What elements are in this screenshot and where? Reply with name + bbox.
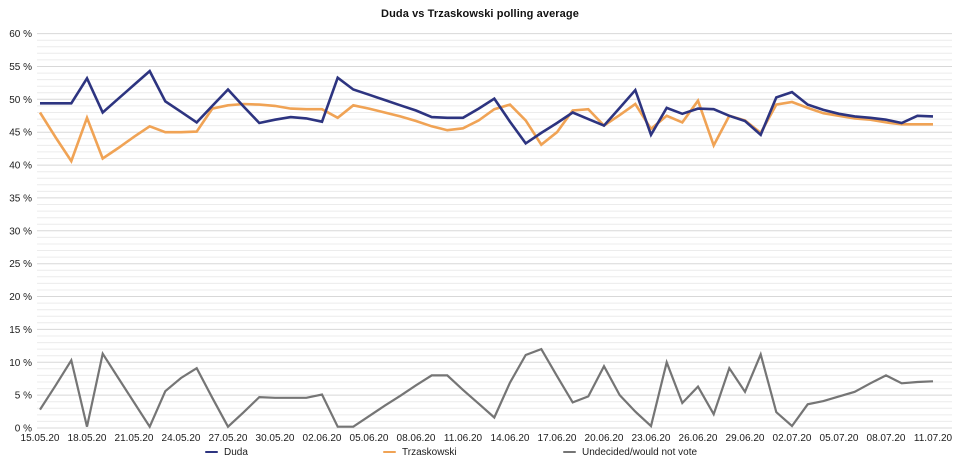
y-tick-label: 15 % xyxy=(9,325,32,336)
x-tick-label: 02.06.20 xyxy=(303,433,342,444)
y-tick-label: 60 % xyxy=(9,29,32,40)
x-tick-label: 14.06.20 xyxy=(491,433,530,444)
gridlines xyxy=(37,33,952,429)
x-tick-label: 23.06.20 xyxy=(632,433,671,444)
y-tick-label: 50 % xyxy=(9,95,32,106)
x-tick-label: 02.07.20 xyxy=(773,433,812,444)
y-tick-label: 45 % xyxy=(9,128,32,139)
x-tick-label: 24.05.20 xyxy=(162,433,201,444)
y-tick-label: 20 % xyxy=(9,292,32,303)
legend-label-undecided: Undecided/would not vote xyxy=(582,446,698,458)
y-axis-labels: 0 % 5 % 10 % 15 % 20 % 25 % 30 % 35 % 40 % 45 % 50… xyxy=(9,29,32,434)
x-tick-label: 18.05.20 xyxy=(68,433,107,444)
y-tick-label: 55 % xyxy=(9,62,32,73)
x-tick-label: 27.05.20 xyxy=(209,433,248,444)
legend-item-duda: Duda xyxy=(205,445,248,459)
x-tick-label: 11.07.20 xyxy=(914,433,953,444)
undecided-line xyxy=(39,347,934,430)
x-tick-label: 20.06.20 xyxy=(585,433,624,444)
y-tick-label: 35 % xyxy=(9,193,32,204)
duda-line xyxy=(40,69,934,146)
chart-canvas: 0 % 5 % 10 % 15 % 20 % 25 % 30 % 35 % 40 % 45 % 50… xyxy=(9,29,953,444)
trzaskowski-line xyxy=(38,97,933,164)
y-tick-label: 30 % xyxy=(9,226,32,237)
x-tick-label: 17.06.20 xyxy=(538,433,577,444)
x-tick-label: 30.05.20 xyxy=(256,433,295,444)
y-tick-label: 40 % xyxy=(9,161,32,172)
x-tick-label: 21.05.20 xyxy=(115,433,154,444)
x-axis-labels: 15.05.20 18.05.20 21.05.20 24.05.20 27.05.20… xyxy=(21,433,953,444)
x-tick-label: 05.07.20 xyxy=(820,433,859,444)
x-tick-label: 11.06.20 xyxy=(444,433,483,444)
chart-legend: Duda Trzaskowski Undecided/would not vot… xyxy=(0,445,960,459)
chart-title: Duda vs Trzaskowski polling average xyxy=(381,8,579,20)
legend-item-trzaskowski: Trzaskowski xyxy=(383,445,457,459)
trzaskowski-line-swatch xyxy=(383,450,396,454)
x-tick-label: 29.06.20 xyxy=(726,433,765,444)
legend-label-duda: Duda xyxy=(224,446,248,458)
duda-line-swatch xyxy=(205,450,218,454)
x-tick-label: 26.06.20 xyxy=(679,433,718,444)
x-tick-label: 05.06.20 xyxy=(350,433,389,444)
x-tick-label: 08.06.20 xyxy=(397,433,436,444)
y-tick-label: 10 % xyxy=(9,358,32,369)
x-tick-label: 15.05.20 xyxy=(21,433,60,444)
y-tick-label: 0 % xyxy=(15,424,32,435)
x-tick-label: 08.07.20 xyxy=(867,433,906,444)
y-tick-label: 25 % xyxy=(9,259,32,270)
undecided-line-swatch xyxy=(563,450,576,454)
legend-item-undecided: Undecided/would not vote xyxy=(563,445,697,459)
y-tick-label: 5 % xyxy=(15,391,32,402)
legend-label-trzaskowski: Trzaskowski xyxy=(402,446,457,458)
